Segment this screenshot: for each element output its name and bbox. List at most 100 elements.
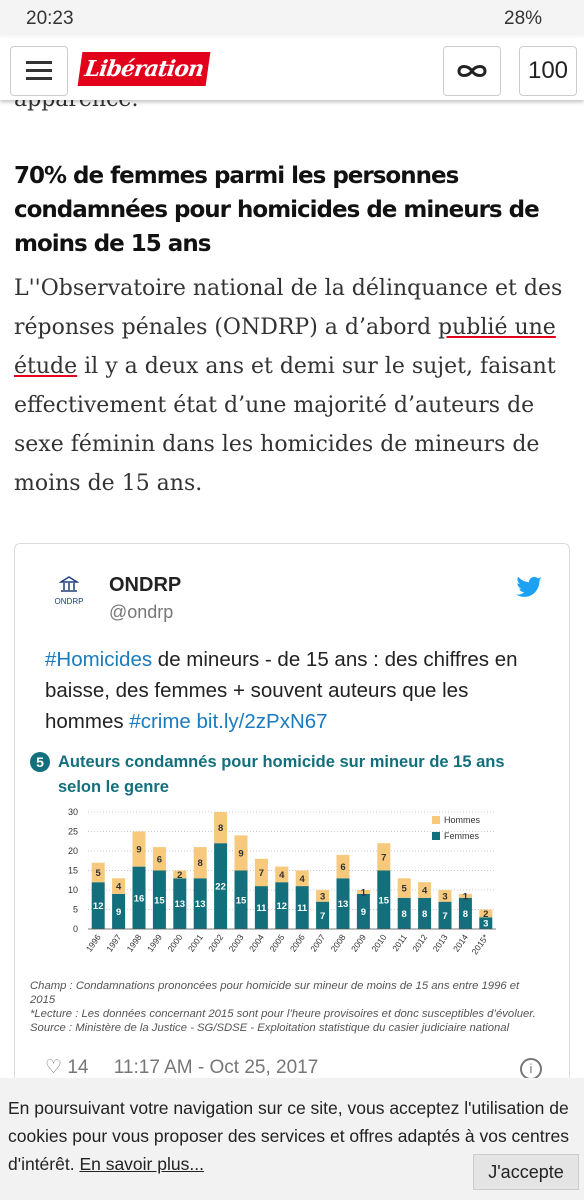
bar-segment bbox=[316, 890, 330, 902]
x-tick-label: 1997 bbox=[104, 932, 123, 953]
header: Libération 100 bbox=[0, 38, 584, 100]
time: 20:23 bbox=[26, 8, 74, 29]
heading: 70% de femmes parmi les personnes condam… bbox=[14, 163, 540, 257]
plot: 0510152025301996125199794199816919991562… bbox=[68, 807, 496, 957]
x-tick-label: 2015* bbox=[470, 932, 491, 957]
y-tick-label: 5 bbox=[73, 905, 78, 915]
battery: 28% bbox=[504, 8, 543, 29]
bar-segment bbox=[295, 886, 309, 929]
x-tick-label: 2002 bbox=[206, 932, 225, 953]
x-tick-label: 1996 bbox=[84, 932, 103, 953]
cookie-banner: En poursuivant votre navigation sur ce s… bbox=[0, 1078, 584, 1200]
avatar-icon bbox=[58, 576, 80, 592]
bar-segment bbox=[112, 878, 126, 894]
cookie-message: En poursuivant votre navigation sur ce s… bbox=[8, 1098, 569, 1174]
bar-label: 2 bbox=[177, 870, 182, 881]
bar-segment bbox=[397, 878, 411, 898]
bar-segment bbox=[377, 843, 391, 871]
bar-segment bbox=[438, 901, 452, 929]
bar-label: 9 bbox=[238, 848, 243, 859]
bar-segment bbox=[418, 897, 432, 929]
status-bar: 20:23 28% bbox=[0, 0, 584, 36]
bar-segment bbox=[214, 812, 228, 844]
like-icon[interactable]: ♡ bbox=[45, 1057, 63, 1078]
x-tick-label: 1999 bbox=[145, 932, 164, 953]
bar-segment bbox=[458, 893, 472, 898]
bar-label: 13 bbox=[175, 899, 186, 910]
x-tick-label: 2006 bbox=[288, 932, 307, 953]
bar-label: 12 bbox=[93, 901, 104, 912]
bar-segment bbox=[173, 878, 187, 929]
infinity-icon bbox=[457, 65, 487, 77]
infinity-button[interactable] bbox=[443, 46, 501, 96]
x-tick-label: 2000 bbox=[165, 932, 184, 953]
cookie-link[interactable]: En savoir plus... bbox=[79, 1154, 204, 1174]
bar-label: 5 bbox=[96, 868, 102, 879]
bar-label: 4 bbox=[279, 870, 285, 881]
tweet-link[interactable]: #crime bit.ly/2zPxN67 bbox=[129, 710, 328, 733]
tweet-footer: ♡ 14 11:17 AM - Oct 25, 2017 bbox=[45, 1056, 318, 1079]
bar-label: 8 bbox=[198, 858, 203, 869]
avatar-text: ONDRP bbox=[54, 597, 84, 606]
bar-segment bbox=[214, 843, 228, 929]
bar-label: 7 bbox=[442, 911, 447, 922]
y-tick-label: 10 bbox=[68, 885, 78, 895]
bar-label: 8 bbox=[422, 909, 427, 920]
logo[interactable]: Libération bbox=[77, 52, 211, 86]
date[interactable]: 11:17 AM - Oct 25, 2017 bbox=[113, 1057, 319, 1078]
bar-segment bbox=[377, 870, 391, 929]
bar-label: 2 bbox=[483, 909, 488, 920]
bar-label: 6 bbox=[340, 862, 345, 873]
bar-label: 22 bbox=[215, 882, 226, 893]
bar-segment bbox=[91, 862, 105, 883]
logo-text: Libération bbox=[83, 56, 205, 82]
legend-swatch bbox=[432, 832, 440, 840]
bar-segment bbox=[173, 870, 187, 879]
paragraph: L''Observatoire national de la délinquan… bbox=[14, 269, 570, 503]
chart-note: Source : Ministère de la Justice - SG/SD… bbox=[30, 1022, 510, 1034]
count-button[interactable]: 100 bbox=[519, 46, 577, 96]
bar-label: 11 bbox=[256, 903, 267, 914]
bar-label: 4 bbox=[300, 874, 306, 885]
text: L''Observatoire national de la délinquan… bbox=[14, 276, 563, 340]
bar-segment bbox=[295, 870, 309, 887]
bar-label: 4 bbox=[422, 886, 428, 897]
author-handle[interactable]: @ondrp bbox=[109, 602, 174, 622]
bar-segment bbox=[418, 882, 432, 898]
tweet-link[interactable]: #Homicides bbox=[45, 648, 153, 671]
menu-button[interactable] bbox=[10, 46, 68, 96]
bar-segment bbox=[234, 870, 248, 929]
bar-label: 5 bbox=[402, 884, 408, 895]
chart-note: Champ : Condamnations prononcées pour ho… bbox=[30, 980, 520, 1006]
bar-segment bbox=[152, 870, 166, 929]
author-name[interactable]: ONDRP bbox=[109, 574, 182, 596]
x-tick-label: 2008 bbox=[329, 932, 348, 953]
bar-label: 12 bbox=[277, 901, 288, 912]
info-icon[interactable]: i bbox=[520, 1058, 542, 1080]
menu-icon bbox=[26, 61, 52, 80]
chart-title-block: 5 Auteurs condamnés pour homicide sur mi… bbox=[30, 750, 540, 800]
accept-button[interactable]: J'accepte bbox=[473, 1154, 579, 1190]
bar-segment bbox=[336, 878, 350, 929]
tweet-card: ONDRP ONDRP @ondrp #Homicides de mineurs… bbox=[14, 543, 570, 1105]
bar-label: 9 bbox=[136, 845, 141, 856]
x-tick-label: 1998 bbox=[125, 932, 144, 953]
y-tick-label: 25 bbox=[68, 827, 78, 837]
link[interactable]: publié une étude bbox=[14, 315, 556, 379]
y-tick-label: 30 bbox=[68, 807, 78, 817]
figure-number: 5 bbox=[30, 752, 50, 772]
bar-label: 8 bbox=[402, 909, 407, 920]
bar-label: 1 bbox=[361, 887, 367, 898]
x-tick-label: 2013 bbox=[431, 932, 450, 953]
text: il y a deux ans et demi sur le sujet, fa… bbox=[14, 354, 556, 496]
bar-segment bbox=[275, 882, 289, 929]
bar-segment bbox=[438, 890, 452, 902]
bar-segment bbox=[193, 847, 207, 879]
x-tick-label: 2004 bbox=[247, 932, 266, 953]
bar-segment bbox=[479, 917, 493, 929]
bar-segment bbox=[193, 878, 207, 929]
tweet-text: #Homicides de mineurs - de 15 ans : des … bbox=[45, 644, 545, 737]
bar-segment bbox=[254, 858, 268, 887]
bar-label: 13 bbox=[338, 899, 349, 910]
